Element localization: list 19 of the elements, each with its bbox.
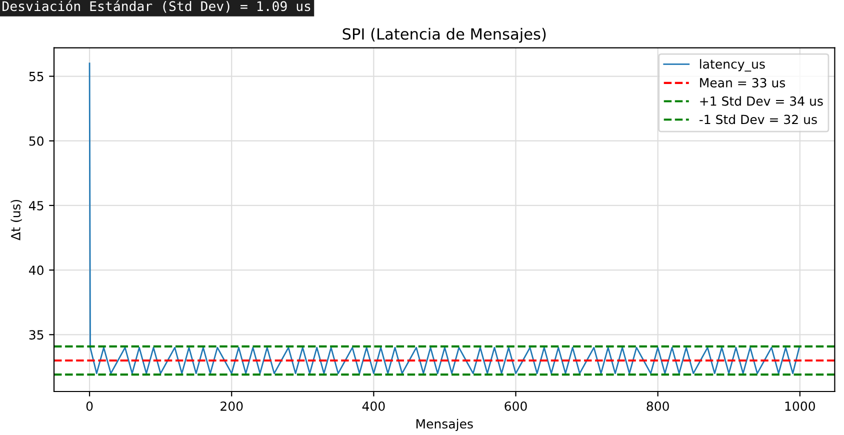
chart-title: SPI (Latencia de Mensajes) xyxy=(342,28,546,43)
text: Desviación Estándar (Std Dev) = 1.09 us xyxy=(2,0,310,13)
x-tick-label: 0 xyxy=(86,401,93,411)
x-tick-label: 200 xyxy=(220,401,243,411)
x-axis-title: Mensajes xyxy=(416,418,473,431)
legend-label: +1 Std Dev = 34 us xyxy=(700,96,823,106)
y-tick-label: 50 xyxy=(29,136,44,146)
y-axis-title: Δt (us) xyxy=(10,200,22,240)
y-tick-label: 45 xyxy=(29,201,44,210)
y-tick-label: 35 xyxy=(29,330,44,340)
x-tick-label: 400 xyxy=(362,401,385,411)
x-tick-label: 1000 xyxy=(785,401,815,411)
legend-label: -1 Std Dev = 32 us xyxy=(699,114,817,124)
y-tick-label: 40 xyxy=(29,266,44,275)
x-tick-label: 600 xyxy=(504,401,527,411)
y-tick-label: 55 xyxy=(29,72,44,82)
x-tick-label: 800 xyxy=(646,401,669,411)
legend-label: latency_us xyxy=(700,59,765,72)
legend-label: Mean = 33 us xyxy=(700,78,786,88)
